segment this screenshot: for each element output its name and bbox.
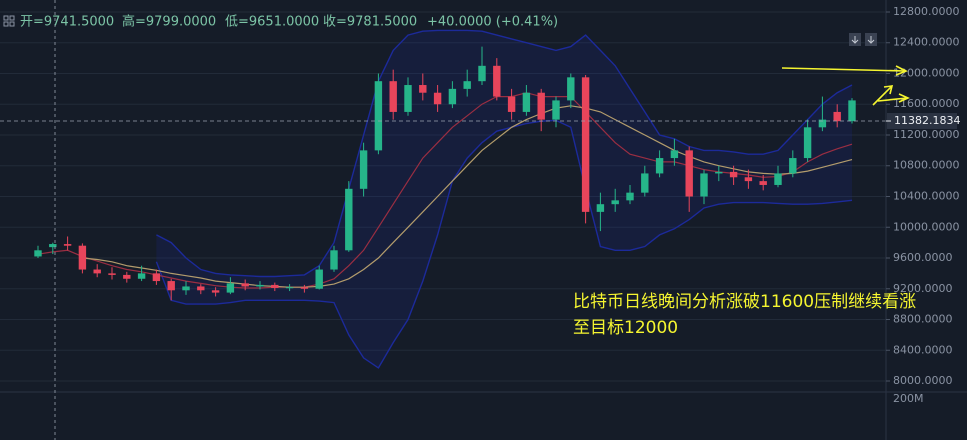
candle-layer: [0, 46, 886, 301]
y-tick-label: 8800.0000: [893, 313, 953, 326]
last-price-label: 11382.1834: [894, 114, 960, 127]
candle-body: [685, 150, 693, 197]
y-tick-label: 8000.0000: [893, 374, 953, 387]
y-tick-label: 12800.0000: [893, 5, 959, 18]
candle-body: [108, 273, 116, 275]
candle-body: [300, 287, 309, 289]
y-tick-label: 12000.0000: [893, 66, 959, 79]
annotation-text: 至目标12000: [573, 318, 678, 338]
grid-layer: [0, 11, 886, 382]
candle-body: [404, 85, 412, 112]
ma-slow: [82, 105, 853, 288]
candle-body: [626, 192, 634, 201]
band-upper: [156, 29, 853, 278]
candle-body: [552, 100, 560, 120]
band-fill: [156, 30, 852, 368]
candle-body: [655, 158, 664, 174]
candle-body: [271, 284, 279, 288]
volume-axis-label: 200M: [893, 392, 924, 405]
arrow-annotation: [781, 65, 910, 106]
y-tick-label: 12400.0000: [893, 36, 959, 49]
candle-body: [715, 171, 723, 174]
candle-body: [507, 96, 516, 112]
readout-high: 高=9799.0000: [122, 14, 216, 30]
readout-low: 低=9651.0000: [225, 15, 319, 30]
y-tick-label: 10000.0000: [893, 220, 959, 233]
candle-body: [137, 273, 146, 279]
candle-body: [93, 269, 101, 274]
candle-body: [211, 290, 220, 293]
candle-body: [522, 92, 531, 112]
candle-body: [448, 88, 457, 105]
candle-body: [744, 177, 753, 182]
candle-body: [818, 119, 827, 128]
candle-body: [641, 173, 649, 193]
candle-body: [226, 283, 235, 293]
candle-body: [374, 81, 383, 151]
annotation-text: 比特币日线晚间分析涨破11600压制继续看涨: [573, 292, 916, 312]
candle-body: [419, 85, 427, 93]
candle-body: [803, 127, 812, 159]
candle-body: [789, 158, 797, 174]
candle-body: [330, 250, 338, 270]
y-tick-label: 9600.0000: [893, 251, 953, 264]
candle-body: [241, 283, 249, 287]
candle-body: [123, 274, 131, 279]
price-axis: 8000.0000 8400.0000 8800.0000 9200.0000 9600…: [886, 5, 960, 387]
candle-body: [478, 65, 486, 82]
readout-change: +40.0000 (+0.41%): [427, 15, 558, 30]
candle-body: [493, 65, 501, 97]
readout-open: 开=9741.5000: [20, 15, 114, 30]
button-icon: [851, 36, 875, 44]
candle-body: [759, 181, 767, 185]
y-tick-label: 10800.0000: [893, 159, 959, 172]
candle-body: [49, 244, 57, 248]
candle-body: [167, 281, 175, 291]
candle-body: [182, 286, 190, 291]
candle-body: [256, 284, 264, 287]
candle-body: [285, 287, 294, 289]
band-lower: [155, 119, 853, 369]
candle-body: [567, 77, 575, 101]
readout-icon: [3, 15, 15, 27]
candle-body: [700, 173, 708, 197]
last-price-box: [887, 112, 957, 129]
ma-fast: [37, 92, 853, 289]
y-tick-label: 9200.0000: [893, 282, 953, 295]
candle-body: [389, 81, 397, 112]
candle-body: [359, 150, 368, 189]
candle-body: [537, 92, 545, 120]
candle-body: [63, 244, 72, 246]
candle-body: [345, 188, 353, 251]
candle-body: [774, 173, 782, 185]
candle-body: [152, 273, 161, 282]
candle-body: [611, 200, 619, 205]
y-tick-label: 10400.0000: [893, 189, 959, 202]
candle-body: [78, 245, 87, 270]
candle-body: [670, 150, 679, 159]
candle-body: [34, 250, 42, 257]
band-layer: [37, 29, 853, 369]
y-tick-label: 11600.0000: [893, 97, 959, 110]
candle-body: [596, 204, 605, 212]
y-tick-label: 8400.0000: [893, 343, 953, 356]
candle-body: [433, 92, 442, 105]
y-tick-label: 11200.0000: [893, 128, 959, 141]
candle-body: [463, 81, 471, 89]
candle-body: [315, 269, 323, 289]
candle-body: [197, 286, 205, 291]
candle-body: [833, 111, 841, 122]
toolbar-buttons[interactable]: [849, 33, 877, 46]
candle-body: [581, 77, 590, 212]
readout-close: 收=9781.5000: [323, 15, 417, 30]
candle-body: [729, 171, 738, 178]
candle-body: [848, 100, 856, 122]
